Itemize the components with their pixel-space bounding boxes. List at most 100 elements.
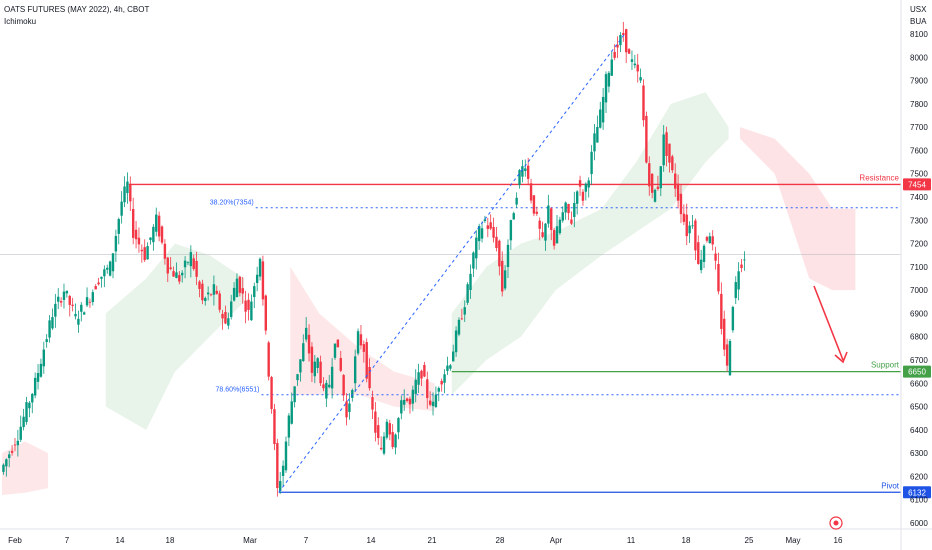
y-tick-label: 8000 [910, 53, 928, 62]
candle-body [36, 373, 40, 382]
candle-body [117, 219, 120, 234]
candle-body [195, 260, 198, 277]
candle-body [322, 384, 325, 389]
candle-body [662, 134, 665, 166]
ichimoku-cloud-bearish [290, 266, 435, 412]
candle-body [446, 365, 449, 371]
x-tick-label: 7 [304, 536, 309, 545]
candle-body [550, 208, 553, 230]
candle-body [279, 481, 282, 491]
candle-body [336, 339, 340, 348]
projection-arrow-head [834, 351, 848, 364]
candle-body [518, 170, 521, 185]
candle-body [227, 318, 230, 326]
candle-body [590, 151, 593, 175]
candle-body [255, 274, 259, 283]
candle-body [348, 403, 351, 412]
candle-body [650, 173, 654, 193]
candle-body [345, 401, 348, 418]
candle-body [601, 96, 605, 123]
candle-body [426, 379, 429, 399]
ichimoku-cloud-bearish [740, 127, 856, 291]
candle-body [573, 202, 576, 217]
candle-body [91, 292, 95, 303]
alert-icon[interactable] [829, 516, 843, 530]
candle-body [244, 300, 247, 312]
candle-body [42, 349, 46, 367]
candle-body [509, 220, 513, 241]
candle-body [22, 416, 25, 428]
candle-body [452, 351, 455, 362]
candle-body [339, 357, 342, 371]
x-tick-label: 7 [65, 536, 70, 545]
candle-body [599, 109, 602, 128]
candle-body [414, 379, 417, 394]
candle-body [489, 222, 492, 229]
candle-body [59, 301, 63, 303]
candle-body [653, 189, 657, 202]
candle-body [405, 398, 409, 401]
candle-body [431, 401, 435, 407]
y-tick-label: 6500 [910, 403, 928, 412]
candle-body [230, 301, 233, 318]
candle-body [258, 258, 262, 277]
candle-body [100, 276, 103, 279]
candle-body [307, 334, 311, 354]
candle-body [720, 293, 723, 329]
candle-body [299, 359, 302, 373]
candle-body [440, 380, 443, 385]
candle-body [169, 267, 172, 270]
candle-body [123, 186, 126, 203]
candle-body [186, 262, 190, 264]
ichimoku-cloud-bullish [105, 243, 245, 430]
candle-body [71, 304, 74, 306]
x-tick-label: 18 [682, 536, 691, 545]
candle-body [475, 237, 478, 259]
fib-level-label: 78.60%(6551) [215, 387, 259, 394]
candle-body [622, 32, 625, 36]
candle-body [276, 443, 279, 488]
candle-body [685, 214, 688, 237]
symbol-title: OATS FUTURES (MAY 2022), 4h, CBOT [4, 5, 150, 14]
candle-body [172, 271, 175, 277]
candle-body [221, 313, 224, 319]
candle-body [97, 282, 100, 285]
level-price-tag-bg [903, 178, 931, 191]
candle-body [477, 225, 481, 242]
candle-body [708, 236, 712, 244]
y-tick-label: 6400 [910, 426, 928, 435]
candle-body [296, 374, 299, 381]
candle-body [359, 334, 363, 346]
candle-body [215, 290, 218, 294]
candle-body [204, 297, 207, 301]
candle-body [437, 388, 440, 392]
candle-body [351, 390, 354, 398]
candle-body [377, 425, 380, 439]
candle-body [417, 372, 420, 385]
candle-body [155, 214, 158, 232]
ichimoku-cloud-layer [2, 92, 856, 496]
candle-body [342, 375, 345, 396]
candle-body [68, 295, 71, 305]
candle-body [261, 261, 265, 300]
y-tick-label: 6600 [910, 379, 928, 388]
candle-body [737, 271, 740, 290]
candle-body [319, 361, 322, 384]
candle-body [671, 156, 674, 171]
candle-body [388, 423, 391, 435]
candle-body [273, 409, 276, 445]
candle-body [547, 205, 550, 224]
candle-body [434, 394, 438, 407]
candle-body [304, 327, 308, 340]
candle-body [183, 260, 187, 268]
candle-body [561, 212, 564, 221]
candle-body [201, 283, 204, 301]
candle-body [25, 402, 28, 423]
candle-body [581, 191, 585, 201]
indicator-name: Ichimoku [4, 17, 37, 26]
candle-body [51, 317, 54, 329]
candle-body [281, 465, 285, 476]
candle-body [495, 236, 498, 248]
candle-body [688, 225, 691, 234]
